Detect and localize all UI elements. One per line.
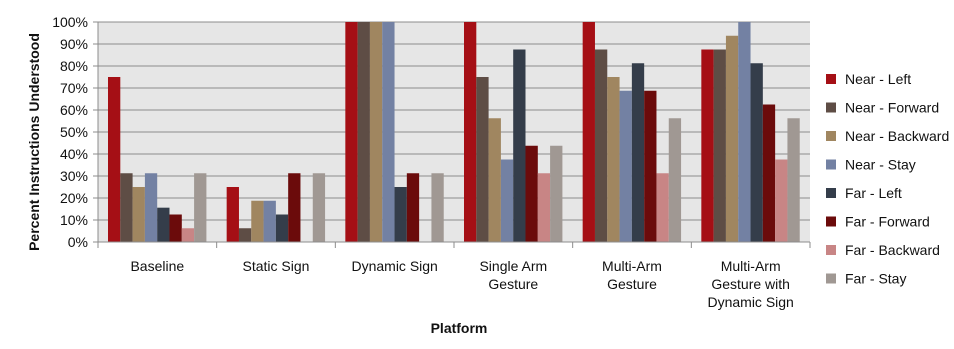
bar-near-stay-2 (382, 22, 395, 242)
bar-far-forward-4 (644, 90, 657, 242)
bar-near-backward-2 (369, 22, 383, 242)
legend-label: Far - Forward (845, 214, 930, 230)
y-tick-label: 30% (60, 168, 88, 184)
x-category-label: Single Arm Gesture (479, 258, 547, 292)
legend-label: Near - Forward (845, 100, 939, 116)
legend-swatch (826, 74, 836, 84)
bar-near-backward-5 (725, 35, 739, 242)
y-tick-label: 60% (60, 102, 88, 118)
bar-near-backward-3 (488, 118, 501, 242)
bar-near-stay-5 (738, 22, 751, 242)
bar-near-stay-0 (144, 173, 158, 242)
x-category-label: Static Sign (243, 258, 310, 274)
x-category-label: Multi-Arm Gesture with Dynamic Sign (707, 258, 793, 310)
y-tick-label: 10% (60, 212, 88, 228)
bar-near-forward-3 (476, 77, 489, 242)
y-tick-label: 90% (60, 36, 88, 52)
legend-label: Near - Stay (845, 157, 916, 173)
x-category-label: Dynamic Sign (351, 258, 437, 274)
bar-near-backward-0 (132, 187, 145, 242)
y-tick-label: 70% (60, 80, 88, 96)
bar-far-left-4 (631, 63, 645, 242)
bar-near-stay-3 (500, 159, 514, 242)
bar-far-forward-2 (406, 173, 420, 242)
bar-far-left-5 (750, 63, 763, 242)
bar-far-left-1 (275, 214, 289, 242)
legend-label: Far - Backward (845, 242, 940, 258)
x-category-label: Multi-Arm Gesture (602, 258, 662, 292)
legend-swatch (826, 273, 836, 284)
bar-far-backward-5 (775, 159, 788, 242)
legend-label: Far - Stay (845, 271, 906, 287)
bar-far-stay-5 (787, 118, 800, 242)
legend-swatch (826, 102, 836, 113)
bar-far-backward-0 (181, 228, 195, 242)
bar-far-stay-1 (312, 173, 326, 242)
bar-near-forward-2 (357, 22, 370, 242)
y-axis-title: Percent Instructions Understood (26, 33, 42, 251)
x-axis-title: Platform (431, 320, 488, 336)
bar-near-left-3 (464, 22, 477, 242)
y-tick-label: 40% (60, 146, 88, 162)
bar-far-stay-2 (431, 173, 444, 242)
bar-far-left-2 (394, 187, 407, 242)
bar-far-stay-4 (668, 118, 682, 242)
bar-far-forward-3 (525, 145, 538, 242)
bar-far-forward-0 (169, 214, 182, 242)
bar-near-backward-4 (607, 77, 620, 242)
bar-near-left-5 (701, 49, 714, 242)
bar-far-left-3 (513, 49, 526, 242)
bar-far-backward-3 (537, 173, 551, 242)
x-category-label: Baseline (130, 258, 184, 274)
bar-near-left-1 (226, 187, 239, 242)
y-tick-label: 50% (60, 124, 88, 140)
bar-far-forward-5 (762, 104, 776, 242)
bar-far-left-0 (157, 207, 170, 242)
bar-near-left-4 (582, 22, 595, 242)
legend-swatch (826, 245, 836, 255)
legend-swatch (826, 188, 836, 198)
legend-label: Far - Left (845, 185, 902, 201)
legend-swatch (826, 159, 836, 170)
bar-near-forward-4 (594, 49, 608, 242)
bar-near-left-0 (108, 77, 121, 242)
legend-label: Near - Left (845, 71, 911, 87)
bar-far-stay-0 (194, 173, 207, 242)
bar-near-stay-4 (619, 90, 632, 242)
bar-near-left-2 (345, 22, 358, 242)
bar-far-forward-1 (288, 173, 301, 242)
legend-swatch (826, 131, 836, 141)
bar-far-stay-3 (550, 145, 563, 242)
bar-near-stay-1 (263, 200, 276, 242)
bar-near-forward-1 (238, 228, 252, 242)
bar-near-forward-5 (713, 49, 726, 242)
y-tick-label: 100% (52, 14, 88, 30)
y-tick-label: 80% (60, 58, 88, 74)
legend-swatch (826, 216, 836, 227)
y-tick-label: 20% (60, 190, 88, 206)
legend-label: Near - Backward (845, 128, 949, 144)
bar-far-backward-4 (656, 173, 669, 242)
bar-near-forward-0 (120, 173, 133, 242)
y-tick-label: 0% (68, 234, 88, 250)
bar-near-backward-1 (251, 200, 264, 242)
